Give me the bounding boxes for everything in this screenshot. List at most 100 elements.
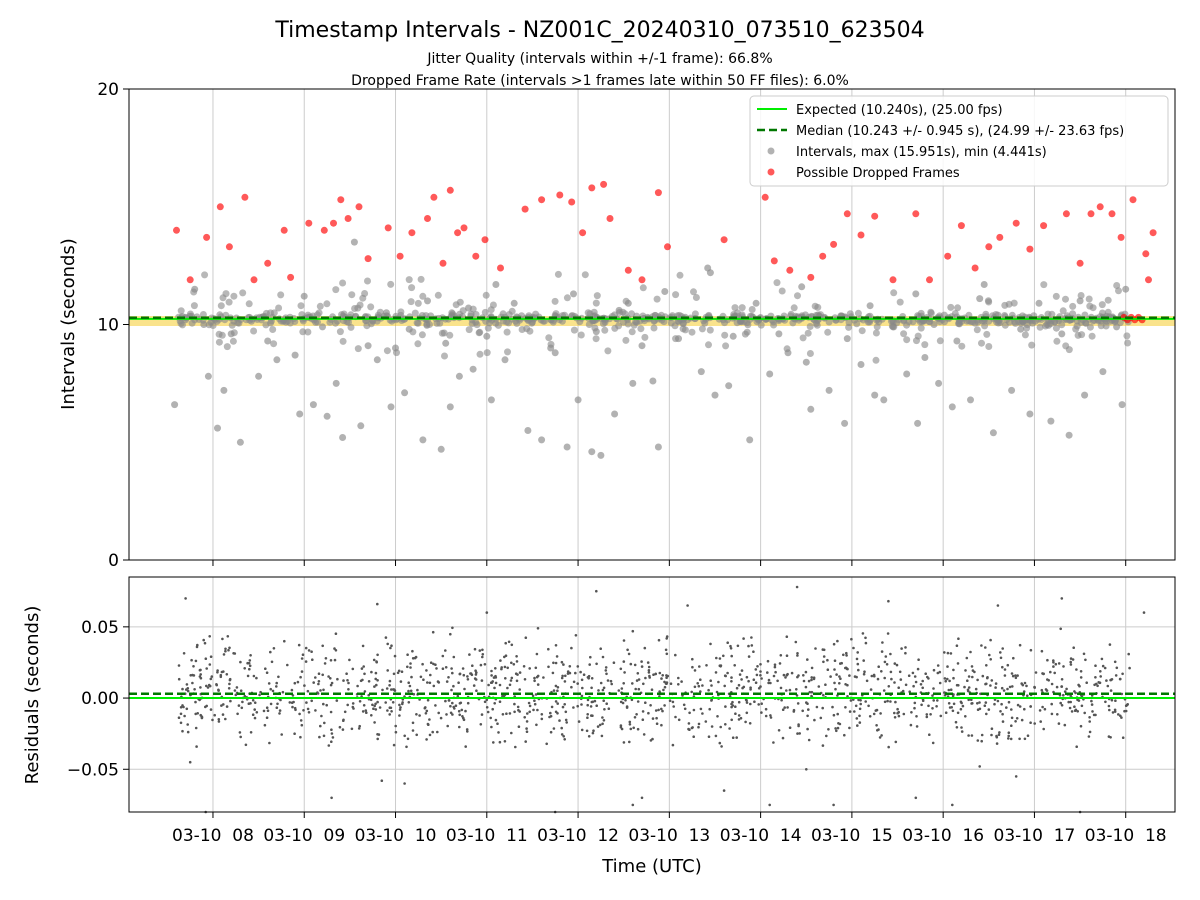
residual-point	[597, 689, 600, 692]
residual-point	[213, 713, 216, 717]
dropped-frame-point	[1087, 210, 1095, 218]
residual-point	[454, 704, 458, 707]
residual-point	[307, 649, 311, 652]
residual-point	[836, 639, 839, 643]
residual-point	[985, 664, 988, 667]
residual-point	[501, 694, 504, 698]
interval-point	[309, 401, 317, 409]
interval-point	[690, 288, 697, 296]
residual-point	[415, 733, 419, 737]
interval-point	[1123, 332, 1131, 340]
residual-point	[896, 707, 899, 711]
residual-point	[373, 704, 377, 708]
residual-point	[185, 688, 188, 691]
dropped-frame-point	[1062, 210, 1070, 218]
residual-point	[772, 674, 776, 678]
residual-point	[219, 675, 223, 679]
residual-point	[568, 671, 572, 675]
residual-point	[248, 664, 252, 668]
residual-point	[228, 677, 232, 681]
interval-point	[909, 318, 917, 326]
dropped-frame-point	[472, 252, 480, 260]
interval-point	[1124, 339, 1132, 347]
residual-point	[198, 668, 202, 672]
residual-point	[321, 673, 325, 677]
residual-point	[737, 700, 741, 704]
residual-point	[864, 636, 867, 640]
residual-point	[506, 686, 509, 690]
residuals-y-tick-label: −0.05	[67, 760, 119, 780]
interval-point	[845, 323, 853, 331]
residual-point	[280, 733, 284, 736]
residual-point	[475, 689, 478, 692]
residual-point	[220, 670, 224, 674]
residual-point	[766, 659, 770, 663]
residual-point	[365, 711, 368, 714]
residual-point	[1087, 735, 1091, 738]
residual-point	[1079, 670, 1083, 673]
residual-point	[960, 730, 964, 733]
residual-point	[882, 689, 886, 692]
interval-point	[985, 343, 993, 350]
interval-point	[483, 332, 491, 340]
residual-point	[374, 671, 378, 675]
residual-point	[729, 647, 733, 650]
interval-point	[896, 298, 904, 306]
interval-point	[775, 330, 783, 338]
residual-point	[281, 690, 285, 694]
residual-point	[535, 723, 538, 727]
residual-point	[829, 675, 832, 678]
residual-point	[1018, 643, 1022, 647]
residual-point	[995, 742, 999, 745]
residual-point	[749, 702, 752, 706]
interval-point	[624, 299, 632, 307]
residual-point	[1109, 689, 1113, 692]
residual-point	[523, 716, 526, 719]
residual-point	[910, 711, 913, 714]
residual-point	[300, 670, 304, 673]
interval-point	[889, 323, 897, 331]
residual-point	[239, 660, 242, 664]
residual-point	[388, 713, 392, 716]
interval-point	[440, 329, 448, 337]
residual-point	[346, 703, 350, 707]
residual-point	[351, 705, 355, 709]
residual-point	[419, 675, 423, 679]
residual-point	[217, 688, 220, 692]
residual-point	[602, 686, 606, 690]
residual-point	[603, 708, 606, 711]
residual-point	[619, 700, 623, 704]
residual-point	[532, 708, 535, 712]
dropped-frame-point	[1145, 276, 1152, 284]
interval-point	[191, 285, 199, 293]
residual-point	[726, 641, 729, 644]
dropped-frame-point	[871, 212, 879, 220]
chart-title: Timestamp Intervals - NZ001C_20240310_07…	[274, 18, 924, 43]
interval-point	[1088, 332, 1096, 340]
residual-point	[528, 710, 531, 714]
residual-point	[893, 711, 896, 715]
residual-point	[319, 689, 322, 692]
interval-point	[299, 328, 307, 336]
interval-point	[807, 405, 815, 413]
residual-point	[1121, 736, 1125, 739]
residual-point	[409, 689, 413, 693]
residual-point	[730, 676, 733, 679]
residual-point	[314, 709, 317, 712]
interval-point	[332, 286, 340, 294]
residual-point	[228, 646, 231, 650]
residual-point	[832, 642, 836, 646]
residual-point	[186, 689, 190, 693]
residual-point	[184, 597, 187, 600]
residual-point	[724, 674, 727, 678]
residual-point	[861, 632, 865, 635]
residual-point	[381, 688, 384, 692]
residual-point	[514, 745, 517, 749]
residual-point	[660, 723, 663, 727]
residual-point	[439, 716, 443, 720]
residual-point	[880, 650, 884, 653]
residual-point	[1118, 677, 1122, 681]
residuals-panel: 0.050.00−0.05 03-10 08 03-10 09 03-10 10 03…	[22, 576, 1176, 877]
residual-point	[985, 682, 988, 686]
residual-point	[568, 665, 572, 668]
